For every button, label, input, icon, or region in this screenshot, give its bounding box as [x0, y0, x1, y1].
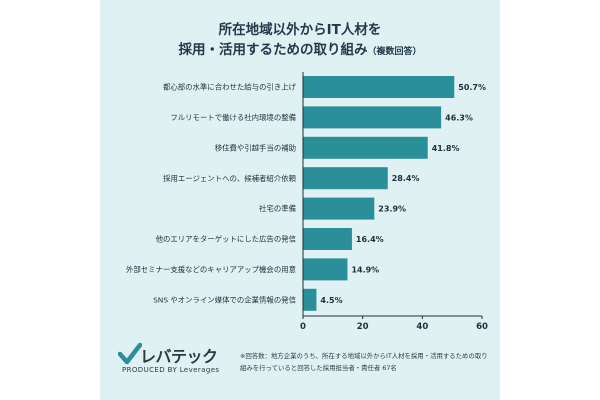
bar: [303, 76, 455, 98]
bar-chart: 都心部の水準に合わせた給与の引き上げ 50.7% フルリモートで働ける社内環境の整備…: [126, 72, 488, 332]
chart-panel: 所在地域以外からIT人材を 採用・活用するための取り組み（複数回答） 都心部の水…: [100, 0, 500, 400]
value-label: 4.5%: [320, 296, 342, 305]
bar: [303, 136, 428, 159]
category-label: 採用エージェントへの、候補者紹介依頼: [163, 174, 296, 183]
value-label: 23.9%: [378, 205, 406, 214]
chart-subtitle-text: 採用・活用するための取り組み: [178, 42, 368, 58]
chart-subtitle: 採用・活用するための取り組み（複数回答）: [100, 38, 500, 58]
bar: [303, 167, 388, 190]
category-label: フルリモートで働ける社内環境の整備: [170, 113, 296, 122]
value-label: 46.3%: [445, 113, 473, 122]
value-label: 14.9%: [351, 265, 379, 274]
bar: [303, 106, 442, 129]
category-label: 社宅の準備: [259, 204, 296, 213]
x-tick-label: 0: [300, 322, 306, 332]
value-label: 16.4%: [356, 235, 384, 244]
x-tick-label: 40: [416, 322, 428, 332]
category-label: 外部セミナー支援などのキャリアアップ機会の用意: [126, 265, 296, 274]
x-tick-label: 60: [476, 322, 488, 332]
value-label: 41.8%: [432, 144, 460, 153]
category-label: 他のエリアをターゲットにした広告の発信: [156, 235, 296, 244]
chart-title: 所在地域以外からIT人材を: [218, 22, 382, 38]
brand-tagline: PRODUCED BY Leverages: [122, 366, 220, 374]
category-label: SNS やオンライン媒体での企業情報の発信: [153, 295, 296, 304]
value-label: 28.4%: [392, 174, 420, 183]
category-label: 移住費や引越手当の補助: [215, 143, 296, 152]
brand-name: レバテック: [140, 347, 218, 366]
bar: [303, 197, 375, 220]
chart-title-note: （複数回答）: [367, 47, 422, 57]
category-label: 都心部の水準に合わせた給与の引き上げ: [163, 83, 297, 92]
bar: [303, 288, 317, 311]
footnote: ※回答数：地方企業のうち、所在する地域以外からIT人材を採用・活用するための取り…: [240, 352, 488, 372]
brand-logo: レバテック PRODUCED BY Leverages: [118, 342, 228, 382]
value-label: 50.7%: [458, 83, 486, 92]
bar: [303, 228, 352, 250]
check-logo-icon: [118, 342, 142, 365]
bar: [303, 258, 348, 281]
x-tick-label: 20: [357, 322, 369, 332]
